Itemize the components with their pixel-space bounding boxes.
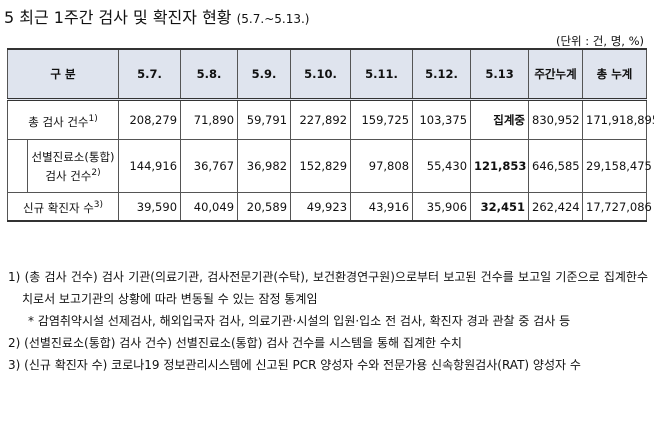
data-cell: 집계중 bbox=[470, 99, 530, 140]
table-row: 신규 확진자 수3) 39,590 40,049 20,589 49,923 43,916… bbox=[6, 192, 652, 222]
data-cell: 144,916 bbox=[118, 139, 182, 193]
data-cell: 208,279 bbox=[118, 99, 182, 140]
data-cell: 646,585 bbox=[528, 139, 584, 193]
header-cell: 5.11. bbox=[350, 48, 414, 101]
data-cell: 36,767 bbox=[180, 139, 239, 193]
data-cell: 55,430 bbox=[412, 139, 472, 193]
data-cell: 39,590 bbox=[118, 192, 182, 222]
data-cell: 36,982 bbox=[237, 139, 292, 193]
header-cell: 5.12. bbox=[412, 48, 472, 101]
header-cell: 5.9. bbox=[237, 48, 292, 101]
row-label: 총 검사 건수1) bbox=[6, 99, 120, 140]
data-cell: 43,916 bbox=[350, 192, 414, 222]
note: 1) (총 검사 건수) 검사 기관(의료기관, 검사전문기관(수탁), 보건환… bbox=[8, 270, 648, 306]
note: 2) (선별진료소(통합) 검사 건수) 선별진료소(통합) 검사 건수를 시스… bbox=[8, 336, 462, 350]
data-cell: 59,791 bbox=[237, 99, 292, 140]
note-sub: * 감염취약시설 선제검사, 해외입국자 검사, 의료기관·시설의 입원·입소 … bbox=[28, 314, 571, 328]
table-row: 총 검사 건수1) 208,279 71,890 59,791 227,892 159,7… bbox=[6, 99, 654, 140]
data-cell: 20,589 bbox=[237, 192, 292, 222]
data-cell: 97,808 bbox=[350, 139, 414, 193]
row-label-text: 총 검사 건수 bbox=[28, 114, 89, 129]
data-cell: 262,424 bbox=[528, 192, 584, 222]
data-cell: 227,892 bbox=[290, 99, 352, 140]
row-label: 선별진료소(통합) 검사 건수2) bbox=[26, 139, 120, 193]
header-cell: 총 누계 bbox=[582, 48, 648, 101]
data-cell: 152,829 bbox=[290, 139, 352, 193]
title-period: (5.7.~5.13.) bbox=[236, 12, 310, 26]
data-cell: 40,049 bbox=[180, 192, 239, 222]
header-row: 구 분 5.7. 5.8. 5.9. 5.10. 5.11. 5.12. 5.13 주간누계 총 … bbox=[6, 48, 648, 101]
footnote-mark: 1) bbox=[88, 113, 98, 124]
data-cell: 49,923 bbox=[290, 192, 352, 222]
notes: 1) (총 검사 건수) 검사 기관(의료기관, 검사전문기관(수탁), 보건환… bbox=[8, 266, 648, 376]
row-label-text: 신규 확진자 수 bbox=[22, 200, 94, 215]
note: 3) (신규 확진자 수) 코로나19 정보관리시스템에 신고된 PCR 양성자… bbox=[8, 358, 581, 372]
title-text: 5 최근 1주간 검사 및 확진자 현황 bbox=[4, 8, 232, 27]
data-cell: 171,918,895 bbox=[582, 99, 654, 140]
unit: (단위 : 건, 명, %) bbox=[555, 34, 644, 48]
data-cell: 17,727,086 bbox=[582, 192, 652, 222]
data-cell: 35,906 bbox=[412, 192, 472, 222]
header-cell: 주간누계 bbox=[528, 48, 584, 101]
table-body: 총 검사 건수1) 208,279 71,890 59,791 227,892 159,7… bbox=[6, 99, 654, 222]
data-cell: 159,725 bbox=[350, 99, 414, 140]
row-label: 신규 확진자 수3) bbox=[6, 192, 120, 222]
footnote-mark: 3) bbox=[93, 200, 104, 211]
header-cell: 5.13 bbox=[470, 48, 530, 101]
data-cell: 29,158,475 bbox=[582, 139, 652, 193]
data-cell: 71,890 bbox=[180, 99, 239, 140]
data-cell: 830,952 bbox=[528, 99, 584, 140]
data-cell: 121,853 bbox=[470, 139, 530, 193]
data-cell: 32,451 bbox=[470, 192, 530, 222]
title: 5 최근 1주간 검사 및 확진자 현황 (5.7.~5.13.) bbox=[4, 4, 309, 28]
stats-table: 구 분 5.7. 5.8. 5.9. 5.10. 5.11. 5.12. 5.13 주간누계 총 … bbox=[6, 48, 654, 222]
indent-cell bbox=[7, 139, 28, 193]
header-cell: 5.8. bbox=[180, 48, 239, 101]
header-cell: 구 분 bbox=[6, 48, 120, 101]
footnote-mark: 2) bbox=[91, 167, 101, 178]
data-cell: 103,375 bbox=[412, 99, 472, 140]
header-cell: 5.7. bbox=[118, 48, 182, 101]
table-row: 선별진료소(통합) 검사 건수2) 144,916 36,767 36,982 152,… bbox=[7, 139, 652, 193]
header-cell: 5.10. bbox=[290, 48, 352, 101]
row-label-text: 선별진료소(통합) 검사 건수 bbox=[31, 149, 115, 183]
